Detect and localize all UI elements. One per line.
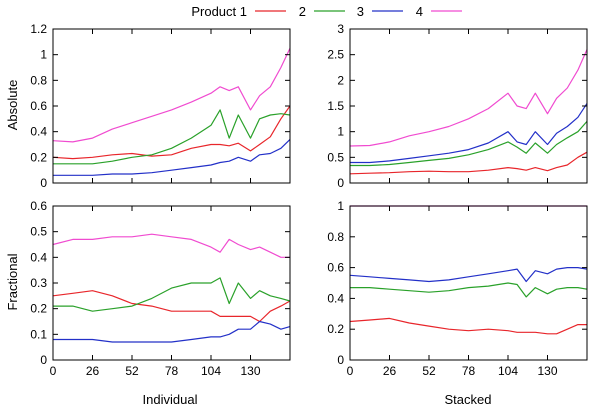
y-tick-label: 1 [40,48,47,62]
column-label-individual: Individual [143,392,198,407]
y-tick-label: 0.6 [30,99,47,113]
row-label-absolute: Absolute [5,80,20,131]
y-tick-label: 2 [337,73,344,87]
y-tick-label: 0.4 [327,291,344,305]
y-tick-label: 0 [40,176,47,190]
x-tick-label: 78 [462,364,476,378]
series-line-2 [350,282,588,298]
x-tick-label: 104 [498,364,518,378]
series-line-1 [349,151,588,175]
y-tick-label: 0.4 [30,125,47,139]
legend-label-2: 2 [299,4,306,19]
legend-label-3: 3 [357,4,364,19]
row-label-fractional: Fractional [5,253,20,310]
x-tick-label: 0 [347,364,354,378]
y-tick-label: 0 [337,353,344,367]
y-tick-label: 0.2 [30,302,47,316]
y-tick-label: 3 [337,22,344,36]
x-tick-label: 78 [165,364,179,378]
y-tick-label: 0 [337,176,344,190]
plot-frame [52,205,291,361]
series-line-2 [53,109,291,165]
y-tick-label: 0.2 [30,150,47,164]
x-tick-label: 52 [125,364,139,378]
y-tick-label: 0.6 [327,261,344,275]
plot-frame [52,28,291,184]
plot-frame [349,205,588,361]
y-tick-label: 2.5 [327,48,344,62]
y-tick-label: 0.5 [327,150,344,164]
x-tick-label: 130 [537,364,557,378]
x-tick-label: 104 [201,364,221,378]
series-line-1 [349,317,587,335]
series-line-4 [349,49,588,147]
legend-label-4: 4 [416,4,423,19]
y-tick-label: 1 [337,125,344,139]
legend: Product 1 2 3 4 [191,4,462,19]
series-line-2 [53,277,291,312]
y-tick-label: 1.5 [327,99,344,113]
x-tick-label: 26 [86,364,100,378]
x-tick-label: 52 [422,364,436,378]
y-tick-label: 0.8 [30,73,47,87]
x-tick-label: 26 [383,364,397,378]
y-tick-label: 0.5 [30,225,47,239]
y-tick-label: 0.3 [30,276,47,290]
y-tick-label: 1 [337,199,344,213]
y-tick-label: 0.8 [327,230,344,244]
y-tick-label: 1.2 [30,22,47,36]
legend-label-product-1: Product 1 [191,4,247,19]
y-tick-label: 0.4 [30,250,47,264]
series-line-1 [52,290,291,323]
panel-fractional-stacked: 0 0.2 0.4 0.6 0.8 1 0 26 52 78 104 130 [327,199,588,378]
series-line-4 [52,233,290,258]
series-line-3 [53,320,291,343]
y-tick-label: 0 [40,353,47,367]
column-label-stacked: Stacked [445,392,492,407]
x-tick-label: 0 [50,364,57,378]
y-tick-label: 0.1 [30,327,47,341]
series-line-4 [52,47,291,143]
y-tick-label: 0.2 [327,322,344,336]
series-line-3 [53,138,291,176]
panel-absolute-stacked: 0 0.5 1 1.5 2 2.5 3 [327,22,588,190]
x-tick-label: 130 [240,364,260,378]
y-tick-label: 0.6 [30,199,47,213]
series-line-2 [350,121,588,167]
panel-fractional-individual: 0 0.1 0.2 0.3 0.4 0.5 0.6 0 26 52 78 104 130 [30,199,291,378]
series-line-3 [350,103,588,164]
series-line-3 [349,267,588,283]
series-line-1 [52,105,291,160]
panel-absolute-individual: 0 0.2 0.4 0.6 0.8 1 1.2 [30,22,291,190]
